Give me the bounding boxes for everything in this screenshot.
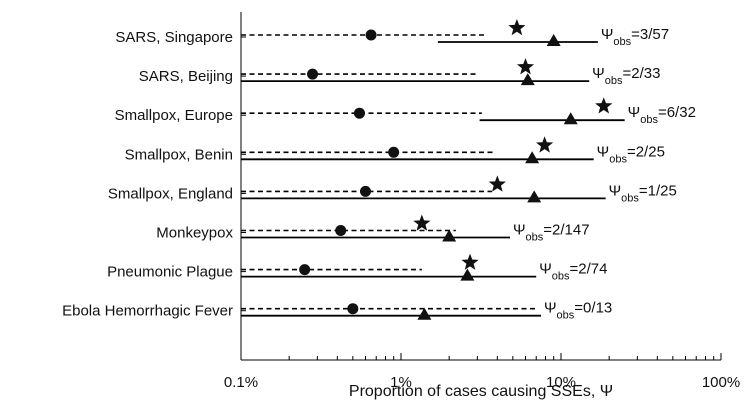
obs-value: =3/57 — [631, 26, 669, 43]
x-tick-label: 0.1% — [224, 374, 258, 391]
obs-subscript: obs — [640, 114, 658, 126]
circle-marker — [299, 264, 311, 276]
category-label: Monkeypox — [156, 225, 233, 242]
obs-subscript: obs — [557, 310, 575, 322]
category-label: Pneumonic Plague — [107, 264, 233, 281]
marker-layer — [299, 19, 613, 320]
obs-annotation: Ψobs=6/32 — [628, 104, 696, 126]
obs-symbol: Ψ — [597, 143, 610, 160]
obs-value: =6/32 — [658, 104, 696, 121]
obs-subscript: obs — [613, 36, 631, 48]
obs-value: =2/147 — [543, 222, 589, 239]
obs-symbol: Ψ — [544, 300, 557, 317]
triangle-marker — [525, 151, 540, 164]
x-tick-label: 10% — [546, 374, 576, 391]
obs-value: =1/25 — [639, 182, 677, 199]
circle-marker — [347, 303, 359, 315]
obs-annotation: Ψobs=3/57 — [601, 26, 669, 48]
category-label: Ebola Hemorrhagic Fever — [62, 303, 233, 320]
category-label: Smallpox, England — [108, 185, 233, 202]
triangle-marker — [563, 112, 578, 125]
obs-value: =2/33 — [622, 65, 660, 82]
obs-value: =0/13 — [574, 300, 612, 317]
circle-marker — [360, 185, 372, 197]
obs-subscript: obs — [552, 271, 570, 283]
obs-value: =2/74 — [570, 261, 608, 278]
obs-value: =2/25 — [627, 143, 665, 160]
category-label: Smallpox, Benin — [125, 146, 233, 163]
obs-annotation: Ψobs=2/147 — [513, 222, 590, 244]
tick-labels: 0.1% 1% 10% 100% — [224, 374, 740, 391]
x-tick-label: 100% — [702, 374, 740, 391]
obs-subscript: obs — [621, 192, 639, 204]
star-marker — [595, 97, 613, 114]
triangle-marker — [527, 190, 542, 203]
x-axis-label: Proportion of cases causing SSEs, Ψ — [349, 383, 613, 400]
star-marker — [413, 214, 431, 231]
obs-annotation: Ψobs=2/74 — [539, 261, 607, 283]
obs-annotation: Ψobs=0/13 — [544, 300, 612, 322]
circle-marker — [307, 68, 319, 80]
category-labels: SARS, Singapore SARS, Beijing Smallpox, Eu… — [62, 29, 233, 320]
axes — [240, 12, 722, 361]
star-marker — [516, 58, 535, 75]
obs-annotation: Ψobs=1/25 — [609, 182, 677, 204]
obs-symbol: Ψ — [592, 65, 605, 82]
obs-subscript: obs — [605, 75, 623, 87]
star-marker — [461, 253, 479, 270]
star-marker — [508, 19, 526, 36]
obs-symbol: Ψ — [609, 182, 622, 199]
obs-subscript: obs — [526, 232, 544, 244]
obs-symbol: Ψ — [513, 222, 526, 239]
triangle-marker — [417, 307, 432, 320]
star-marker — [536, 136, 554, 153]
triangle-marker — [520, 73, 535, 86]
circle-marker — [353, 107, 365, 119]
annotation-labels: Ψobs=3/57Ψobs=2/33Ψobs=6/32Ψobs=2/25Ψobs… — [513, 26, 696, 322]
obs-annotation: Ψobs=2/33 — [592, 65, 660, 87]
obs-annotation: Ψobs=2/25 — [597, 143, 665, 165]
category-label: SARS, Beijing — [139, 68, 233, 85]
obs-symbol: Ψ — [601, 26, 614, 43]
circle-marker — [335, 225, 347, 236]
star-marker — [488, 175, 506, 192]
category-label: SARS, Singapore — [115, 29, 233, 46]
triangle-marker — [442, 229, 457, 242]
category-label: Smallpox, Europe — [115, 107, 233, 124]
triangle-marker — [460, 268, 475, 281]
obs-symbol: Ψ — [539, 261, 552, 278]
x-tick-label: 1% — [390, 374, 412, 391]
circle-marker — [388, 146, 400, 158]
obs-symbol: Ψ — [628, 104, 641, 121]
circle-marker — [365, 29, 377, 41]
obs-subscript: obs — [609, 153, 627, 165]
triangle-marker — [546, 34, 561, 46]
